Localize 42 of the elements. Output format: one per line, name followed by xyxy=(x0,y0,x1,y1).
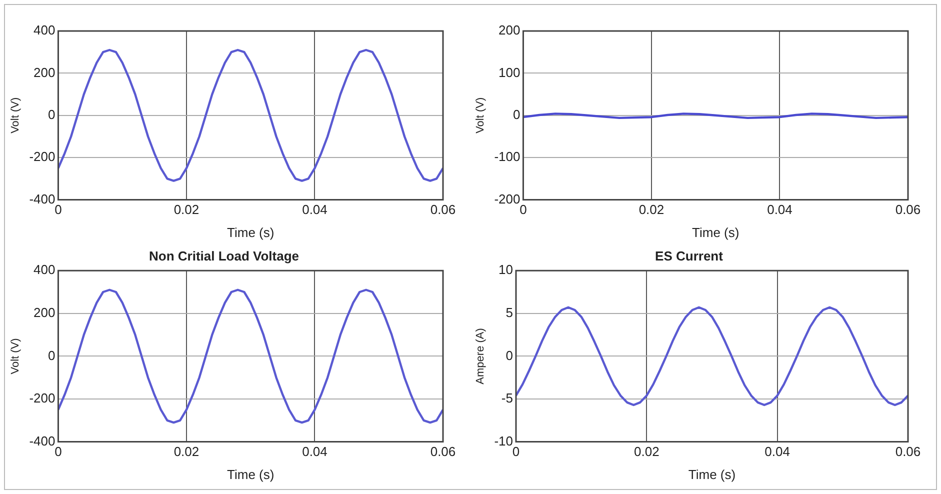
y-tick-label: 10 xyxy=(498,262,513,278)
x-tick-label: 0.02 xyxy=(634,444,660,460)
y-tick-label: -400 xyxy=(29,433,56,448)
y-tick-label: -200 xyxy=(494,191,520,206)
x-axis-title: Time (s) xyxy=(227,224,274,240)
x-tick-label: 0.06 xyxy=(430,202,456,218)
y-tick-label: 100 xyxy=(498,64,520,80)
y-tick-label: 5 xyxy=(506,304,513,320)
x-tick-label: 0.06 xyxy=(430,444,456,460)
y-axis-title: Volt (V) xyxy=(10,338,22,374)
x-tick-label: 0.04 xyxy=(767,202,792,218)
y-axis-title: Ampere (A) xyxy=(474,328,487,384)
y-axis-title: Volt (V) xyxy=(10,97,22,134)
x-tick-label: 0.04 xyxy=(764,444,790,460)
x-axis-title: Time (s) xyxy=(692,224,740,240)
x-tick-label: 0.06 xyxy=(895,444,921,460)
y-tick-label: 0 xyxy=(506,348,513,363)
y-tick-label: 0 xyxy=(48,348,56,363)
y-tick-label: -5 xyxy=(501,390,513,406)
y-tick-label: 400 xyxy=(34,262,56,278)
x-tick-label: 0.02 xyxy=(174,202,200,218)
y-tick-label: 0 xyxy=(512,106,520,122)
x-axis-title: Time (s) xyxy=(688,466,736,482)
y-tick-label: -400 xyxy=(29,191,56,206)
y-tick-label: 200 xyxy=(34,64,56,80)
x-tick-label: 0.04 xyxy=(302,444,328,460)
chart-title: Non Critial Load Voltage xyxy=(149,248,299,264)
y-axis-title: Volt (V) xyxy=(474,97,487,134)
y-tick-label: 200 xyxy=(498,22,520,38)
x-axis-title: Time (s) xyxy=(227,466,274,482)
y-tick-label: -200 xyxy=(29,149,56,164)
y-tick-label: 0 xyxy=(48,106,56,122)
chart-title: ES Current xyxy=(655,248,724,264)
y-tick-label: -200 xyxy=(29,390,56,406)
y-tick-label: 200 xyxy=(34,304,56,320)
x-tick-label: 0.04 xyxy=(302,202,328,218)
x-tick-label: 0.06 xyxy=(895,202,921,218)
y-tick-label: 400 xyxy=(34,22,56,38)
x-tick-label: 0.02 xyxy=(638,202,664,218)
y-tick-label: -100 xyxy=(494,149,520,164)
x-tick-label: 0.02 xyxy=(174,444,200,460)
y-tick-label: -10 xyxy=(494,433,513,448)
